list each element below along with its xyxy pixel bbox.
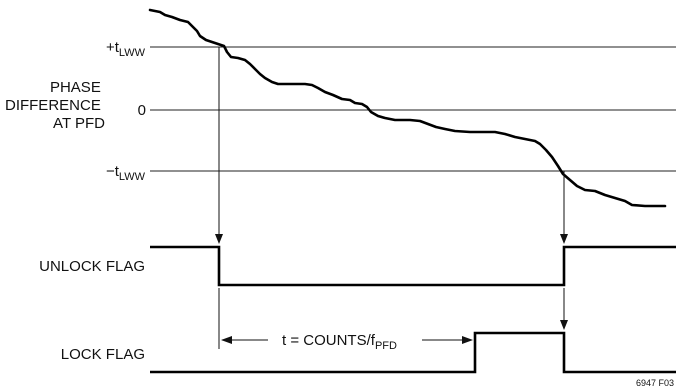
timer-label: t = COUNTS/fPFD [282,332,397,352]
lock-flag-label: LOCK FLAG [61,346,145,363]
timer-arrowhead-left [221,336,232,344]
lock-flag-waveform [150,331,676,374]
phase-difference-label: PHASE DIFFERENCE AT PFD [5,79,105,132]
exit-window-lower-arrowhead [560,320,568,330]
zero-label: 0 [138,102,146,119]
enter-window-arrowhead [215,234,223,244]
unlock-flag-label: UNLOCK FLAG [39,258,145,275]
unlock-flag-waveform [150,245,676,287]
timer-arrowhead-right [462,336,473,344]
figure-id: 6947 F03 [636,378,674,388]
phase-difference-curve [148,8,667,208]
plus-lww-label: +tLWW [106,39,146,59]
minus-lww-label: −tLWW [106,163,146,183]
exit-window-arrowhead [560,234,568,244]
